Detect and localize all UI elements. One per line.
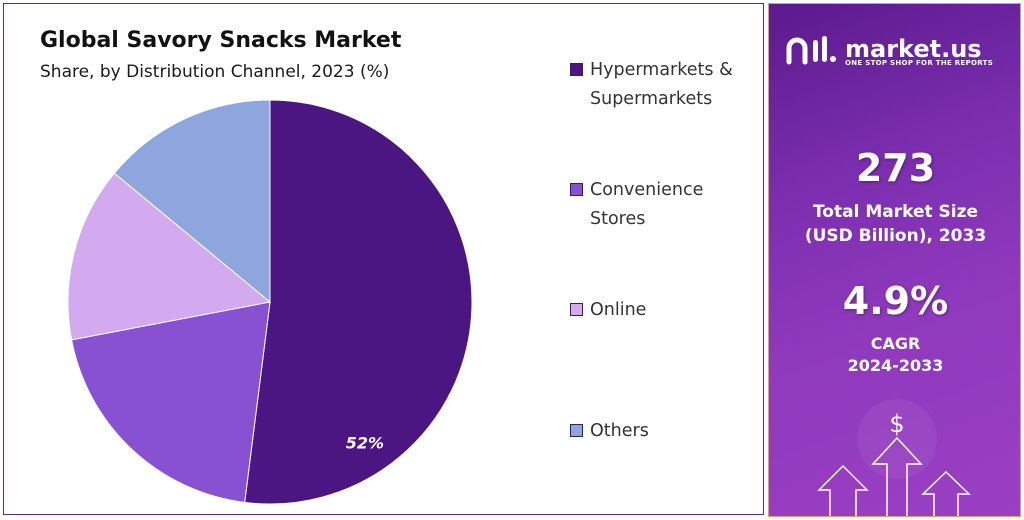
chart-title: Global Savory Snacks Market — [40, 28, 402, 53]
pie-slice-3 — [67, 172, 272, 341]
legend-label: Online — [590, 300, 647, 320]
legend-item-2: Convenience Stores — [570, 176, 760, 234]
brand: market.us — [785, 32, 982, 66]
legend-swatch — [570, 63, 583, 76]
legend-label: Others — [590, 421, 649, 441]
pie-slice-4 — [113, 99, 271, 304]
stats-panel: market.us ONE STOP SHOP FOR THE REPORTS … — [768, 3, 1021, 517]
cagr-label-1: CAGR — [870, 334, 921, 353]
legend-swatch — [570, 303, 583, 316]
brand-name: market.us — [845, 35, 982, 63]
chart-subtitle: Share, by Distribution Channel, 2023 (%) — [40, 62, 390, 82]
currency-symbol: $ — [889, 410, 904, 438]
legend-label: Hypermarkets & Supermarkets — [590, 60, 733, 109]
pie-data-label-1: 52% — [346, 434, 384, 453]
legend-swatch — [570, 183, 583, 196]
legend-swatch — [570, 424, 583, 437]
chart-panel: Global Savory Snacks Market Share, by Di… — [3, 3, 764, 515]
cagr-value: 4.9% — [842, 279, 949, 323]
market-us-logo-icon — [786, 36, 836, 65]
market-size-label-2: (USD Billion), 2033 — [804, 226, 987, 246]
pie-chart: 52% — [67, 99, 473, 505]
cagr-label-2: 2024-2033 — [847, 356, 944, 375]
legend-item-4: Others — [570, 417, 760, 446]
pie-slice-2 — [70, 301, 271, 503]
pie-slice-1 — [244, 99, 473, 505]
brand-tagline: ONE STOP SHOP FOR THE REPORTS — [845, 59, 994, 67]
market-size-value: 273 — [855, 146, 936, 190]
legend-item-1: Hypermarkets & Supermarkets — [570, 56, 760, 114]
legend-item-3: Online — [570, 296, 760, 325]
legend-label: Convenience Stores — [590, 180, 704, 229]
growth-arrows-icon: $ — [817, 399, 971, 516]
market-size-label-1: Total Market Size — [812, 202, 979, 222]
